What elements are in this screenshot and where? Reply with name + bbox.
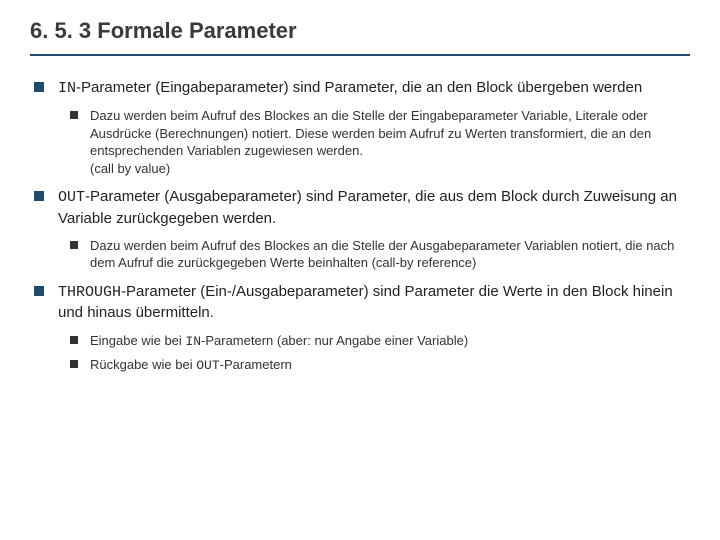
sublist-item-text: Rückgabe wie bei OUT-Parametern [90,356,292,375]
code-keyword: OUT [58,189,85,206]
sublist-item-text: Dazu werden beim Aufruf des Blockes an d… [90,107,690,177]
sublist-item: Rückgabe wie bei OUT-Parametern [30,356,690,375]
list-item-text: OUT-Parameter (Ausgabeparameter) sind Pa… [58,187,690,229]
list-item: OUT-Parameter (Ausgabeparameter) sind Pa… [30,187,690,229]
bullet-square-small-icon [70,241,78,249]
sublist-item-text: Dazu werden beim Aufruf des Blockes an d… [90,237,690,272]
list-item-text: THROUGH-Parameter (Ein-/Ausgabeparameter… [58,282,690,324]
bullet-square-icon [34,286,44,296]
bullet-square-small-icon [70,360,78,368]
title-divider [30,54,690,56]
sublist-item: Dazu werden beim Aufruf des Blockes an d… [30,237,690,272]
bullet-square-icon [34,82,44,92]
bullet-square-small-icon [70,111,78,119]
code-keyword: IN [58,80,76,97]
list-item-body: -Parameter (Ausgabeparameter) sind Param… [58,188,677,226]
bullet-square-small-icon [70,336,78,344]
sublist-item: Dazu werden beim Aufruf des Blockes an d… [30,107,690,177]
bullet-square-icon [34,191,44,201]
list-item: IN-Parameter (Eingabeparameter) sind Par… [30,78,690,99]
slide-title: 6. 5. 3 Formale Parameter [30,18,690,44]
list-item-body: -Parameter (Eingabeparameter) sind Param… [76,79,642,96]
code-keyword: THROUGH [58,284,121,301]
list-item-body: -Parameter (Ein-/Ausgabeparameter) sind … [58,283,673,321]
list-item: THROUGH-Parameter (Ein-/Ausgabeparameter… [30,282,690,324]
list-item-text: IN-Parameter (Eingabeparameter) sind Par… [58,78,642,99]
sublist-item: Eingabe wie bei IN-Parametern (aber: nur… [30,332,690,351]
sublist-item-text: Eingabe wie bei IN-Parametern (aber: nur… [90,332,468,351]
